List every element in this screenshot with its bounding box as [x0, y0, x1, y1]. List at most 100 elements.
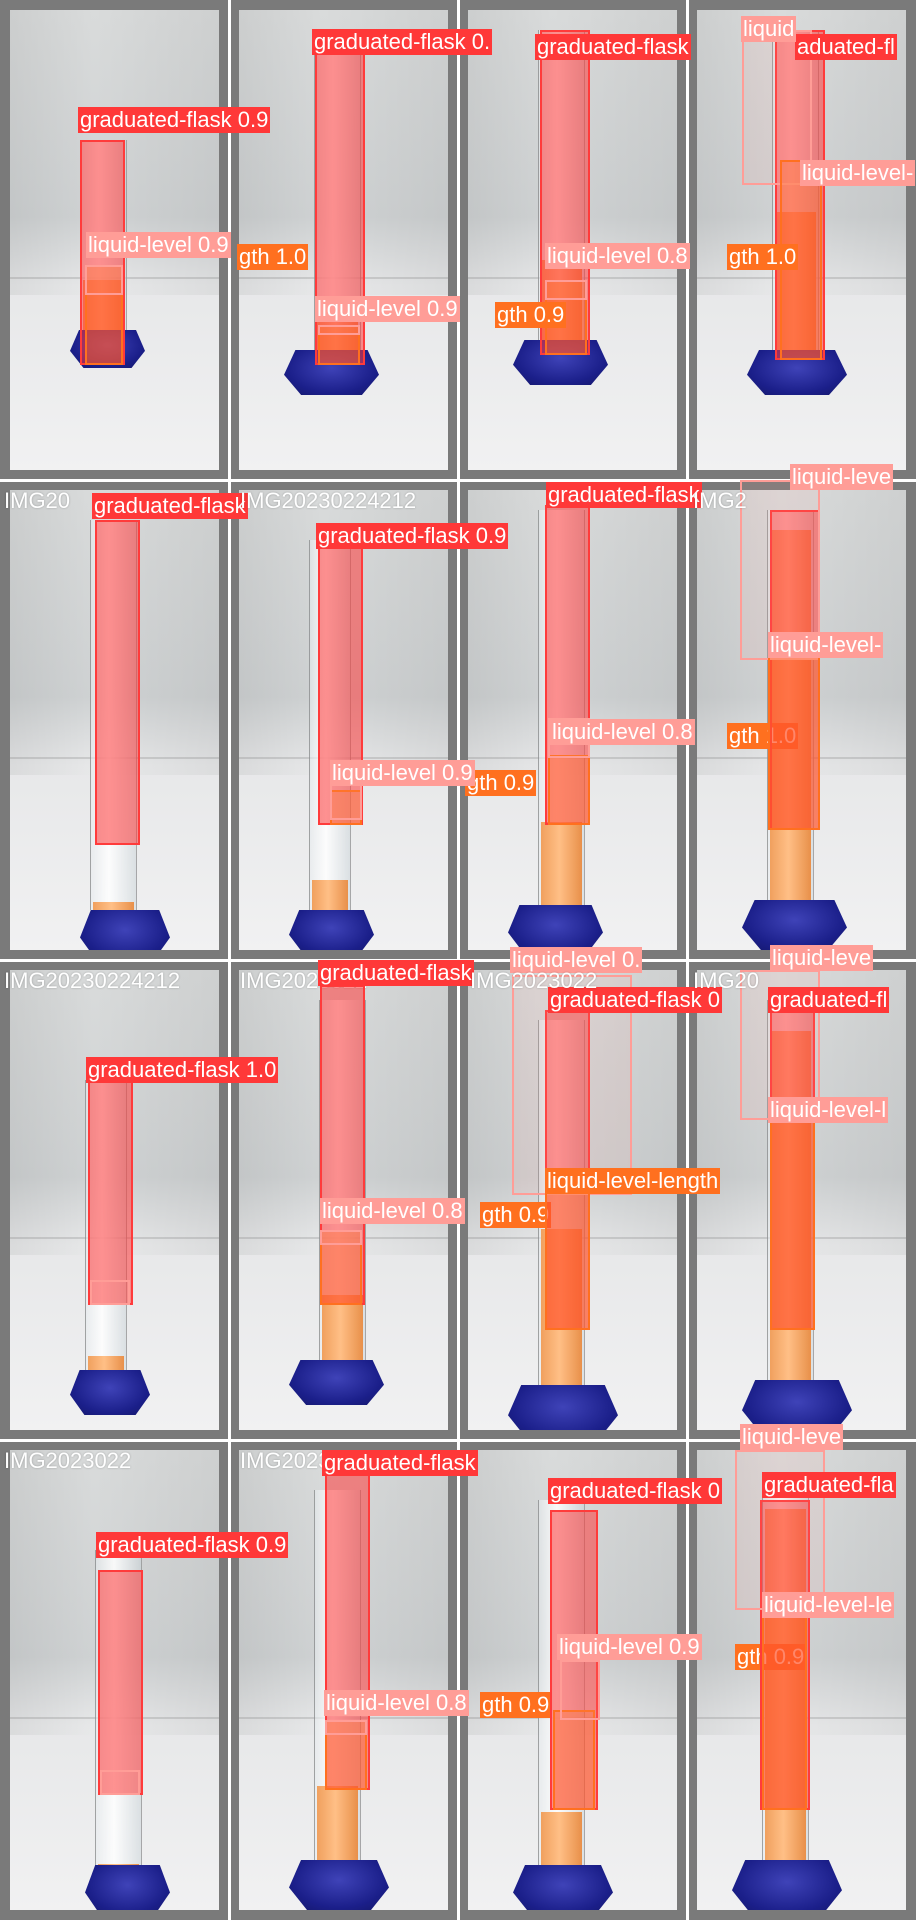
label-level: liquid-level 0.: [510, 947, 643, 973]
cylinder-base: [742, 1380, 852, 1430]
liquid: [322, 1295, 363, 1360]
mosaic-tile: [458, 0, 687, 480]
mosaic-tile: [458, 1440, 687, 1920]
mosaic-tile: [229, 480, 458, 960]
photo: [697, 490, 906, 950]
liquid: [312, 880, 348, 910]
label-length: gth 0.9: [480, 1692, 552, 1718]
label-flask: aduated-fl: [795, 34, 897, 60]
label-level: liquid-level-le: [762, 1592, 895, 1618]
mosaic-tile: [229, 0, 458, 480]
graduated-cylinder: [85, 1080, 127, 1370]
cylinder-base: [747, 350, 847, 395]
image-filename: IMG20: [4, 488, 71, 513]
cylinder-base: [70, 1370, 150, 1415]
label-flask: graduated-fl: [768, 987, 890, 1013]
label-level: liquid-level 0.8: [550, 719, 695, 745]
cylinder-base: [80, 910, 170, 950]
cylinder-base: [508, 905, 603, 950]
liquid: [541, 1229, 582, 1400]
label-flask: graduated-flask: [318, 960, 474, 986]
photo: [697, 1450, 906, 1910]
label-flask: graduated-flask: [322, 1450, 478, 1476]
mosaic-tile: [458, 960, 687, 1440]
cylinder-base: [732, 1860, 842, 1910]
label-flask: graduated-flask 0.9: [78, 107, 271, 133]
label-level: liquid-level 0.8: [320, 1198, 465, 1224]
graduated-cylinder: [95, 1550, 142, 1880]
label-length: gth 0.9: [480, 1202, 552, 1228]
cylinder-base: [513, 1865, 613, 1910]
mosaic-tile: [229, 1440, 458, 1920]
photo: [239, 490, 448, 950]
liquid: [770, 1031, 811, 1390]
mosaic-tile: [0, 1440, 229, 1920]
cylinder-base: [508, 1385, 618, 1430]
graduated-cylinder: [538, 510, 585, 910]
label-length: gth 1.0: [727, 723, 799, 749]
label-flask: graduated-flask 0.: [312, 29, 493, 55]
label-length: gth 0.9: [465, 770, 537, 796]
label-flask: graduated-flask 0.9: [316, 523, 509, 549]
mosaic-tile: [0, 480, 229, 960]
cylinder-base: [289, 1860, 389, 1910]
liquid: [541, 822, 582, 910]
label-flask: graduated-flask: [535, 34, 691, 60]
graduated-cylinder: [314, 1490, 361, 1870]
cylinder-base: [289, 1360, 384, 1405]
image-filename: IMG20230224212: [240, 488, 417, 513]
mosaic-tile: [687, 960, 916, 1440]
photo: [468, 10, 677, 470]
graduated-cylinder: [772, 30, 819, 360]
graduated-cylinder: [319, 1000, 366, 1360]
photo: [697, 970, 906, 1430]
photo: [10, 490, 219, 950]
label-flask: graduated-flask 0: [548, 987, 722, 1013]
mosaic-tile: [0, 960, 229, 1440]
image-filename: IMG2023022: [4, 1448, 132, 1473]
label-level: liquid-level-: [800, 160, 916, 186]
label-level: liquid: [741, 16, 797, 42]
graduated-cylinder: [767, 510, 814, 910]
liquid: [770, 530, 811, 910]
label-length: gth 1.0: [237, 244, 309, 270]
graduated-cylinder: [767, 1000, 814, 1390]
liquid: [317, 1786, 358, 1870]
image-filename: IMG20230224212: [4, 968, 181, 993]
graduated-cylinder: [762, 1490, 809, 1870]
label-level: liquid-level 0.9: [330, 760, 475, 786]
tile-separator: [0, 479, 916, 482]
label-flask: graduated-fla: [762, 1472, 896, 1498]
graduated-cylinder: [90, 520, 137, 910]
cylinder-base: [289, 910, 374, 950]
label-level: liquid-level 0.8: [545, 243, 690, 269]
label-flask: graduated-flask 0.9: [96, 1532, 289, 1558]
tile-separator: [0, 1439, 916, 1442]
graduated-cylinder: [309, 540, 351, 910]
label-level: liquid-level 0.9: [315, 296, 460, 322]
label-level: liquid-level 0.8: [324, 1690, 469, 1716]
photo: [697, 10, 906, 470]
photo: [10, 970, 219, 1430]
label-level: liquid-level 0.9: [86, 232, 231, 258]
cylinder-base: [742, 900, 847, 950]
label-level: liquid-level-l: [768, 1097, 889, 1123]
photo: [239, 10, 448, 470]
photo: [468, 1450, 677, 1910]
liquid: [93, 902, 134, 910]
label-level: liquid-leve: [740, 1424, 844, 1450]
label-length: gth 1.0: [727, 244, 799, 270]
liquid: [765, 1509, 806, 1870]
photo: [468, 970, 677, 1430]
label-level: liquid-leve: [790, 464, 894, 490]
photo: [10, 1450, 219, 1910]
label-length: liquid-level-length: [545, 1168, 721, 1194]
label-flask: graduated-flask: [546, 482, 702, 508]
cylinder-base: [513, 340, 608, 385]
liquid: [775, 211, 816, 360]
image-filename: IMG2: [693, 488, 747, 513]
label-level: liquid-leve: [770, 945, 874, 971]
image-filename: IMG2023022: [470, 968, 598, 993]
mosaic-tile: [687, 480, 916, 960]
